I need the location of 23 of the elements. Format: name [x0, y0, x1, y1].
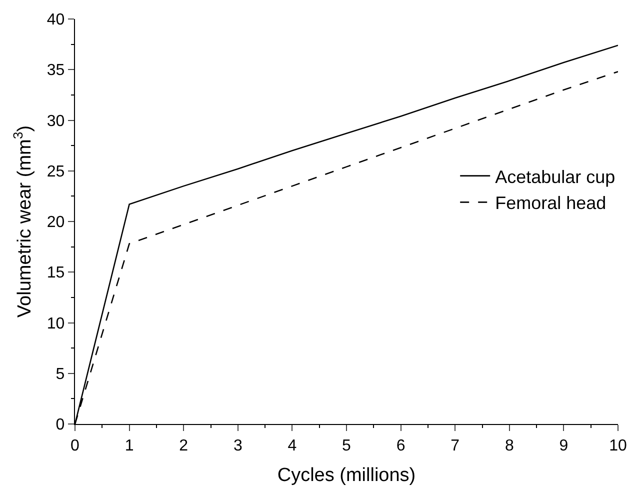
y-tick-label: 40: [46, 12, 65, 29]
y-tick-label: 20: [46, 214, 65, 232]
legend-label: Femoral head: [495, 193, 606, 214]
x-tick-label: 6: [396, 437, 406, 454]
x-tick-label: 2: [179, 437, 188, 454]
legend-label: Acetabular cup: [495, 166, 616, 187]
y-tick-label: 5: [56, 366, 65, 383]
x-axis-title: Cycles (millions): [277, 465, 416, 486]
x-tick-label: 7: [450, 437, 460, 454]
x-tick-label: 10: [609, 437, 627, 454]
y-tick-label: 10: [46, 315, 65, 332]
x-tick-label: 8: [504, 437, 514, 454]
x-tick-label: 1: [124, 437, 134, 454]
x-tick-label: 3: [233, 437, 242, 454]
y-tick-label: 0: [56, 416, 65, 434]
y-tick-label: 30: [46, 112, 65, 130]
x-tick-label: 9: [559, 437, 568, 454]
x-tick-label: 5: [342, 437, 352, 454]
y-tick-label: 15: [46, 264, 65, 282]
x-tick-label: 4: [288, 437, 297, 454]
x-tick-label: 0: [70, 437, 80, 454]
y-tick-label: 35: [46, 62, 65, 80]
y-tick-label: 25: [46, 163, 65, 180]
